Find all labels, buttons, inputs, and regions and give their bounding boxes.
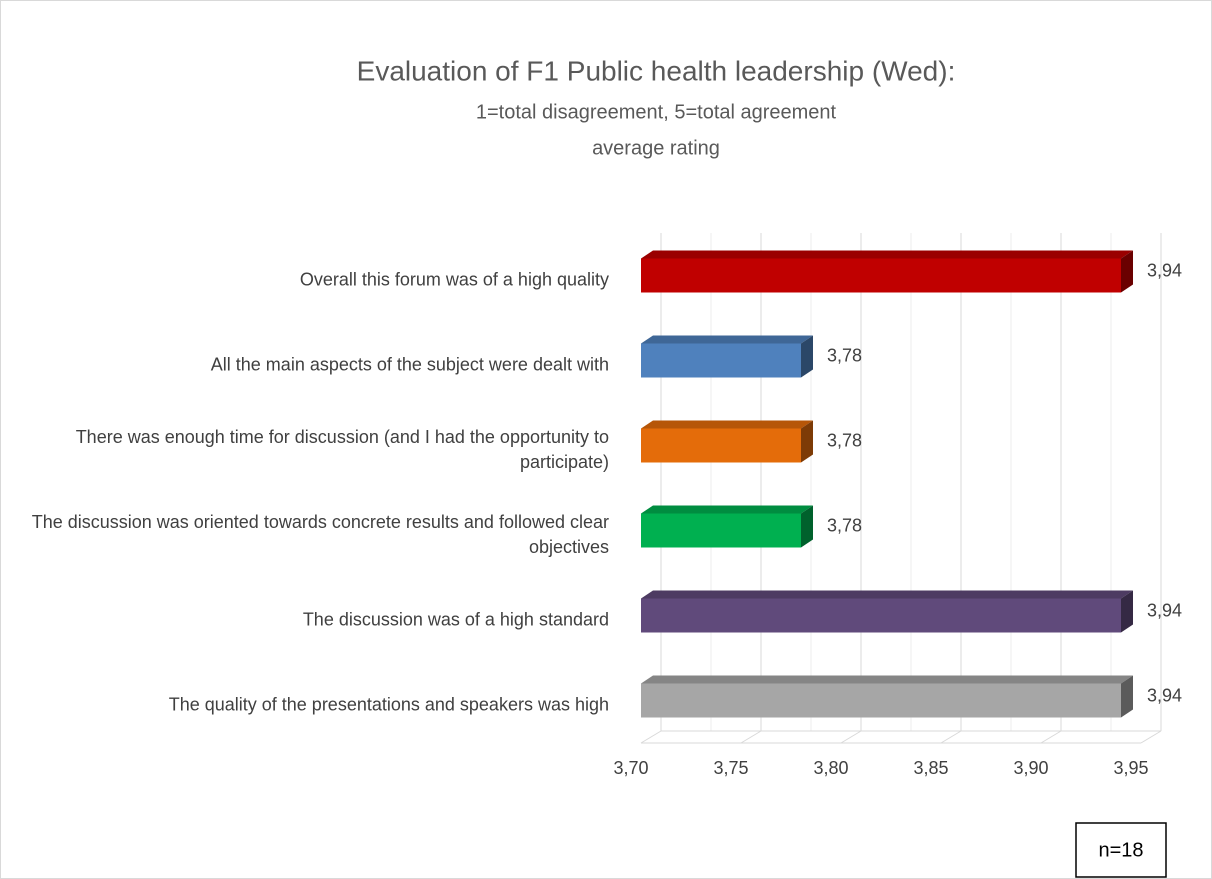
bar-side [801, 505, 813, 548]
x-tick-label: 3,80 [813, 758, 848, 778]
x-tick-label: 3,95 [1113, 758, 1148, 778]
chart-subtitle: average rating [592, 137, 720, 159]
x-tick-label: 3,75 [713, 758, 748, 778]
chart-title: Evaluation of F1 Public health leadershi… [357, 55, 956, 86]
bar-side [801, 420, 813, 463]
bar-side [801, 335, 813, 378]
bar [641, 675, 1133, 718]
value-label: 3,78 [827, 430, 862, 450]
value-label: 3,94 [1147, 260, 1182, 280]
bar-front [641, 428, 801, 463]
bar [641, 590, 1133, 633]
floor-line [640, 730, 662, 744]
floor-line [1040, 730, 1062, 744]
bar-front [641, 598, 1121, 633]
value-label: 3,94 [1147, 600, 1182, 620]
value-label: 3,78 [827, 515, 862, 535]
value-label: 3,94 [1147, 685, 1182, 705]
x-tick-label: 3,85 [913, 758, 948, 778]
floor-line [740, 730, 762, 744]
x-tick-label: 3,90 [1013, 758, 1048, 778]
x-tick-label: 3,70 [613, 758, 648, 778]
chart-subtitle: 1=total disagreement, 5=total agreement [476, 101, 837, 123]
floor-line [1140, 730, 1162, 744]
floor-line [840, 730, 862, 744]
bar-top [641, 420, 813, 429]
bar-side [1121, 250, 1133, 293]
bar-side [1121, 675, 1133, 718]
value-label: 3,78 [827, 345, 862, 365]
category-label: The discussion was of a high standard [302, 609, 609, 629]
bar [641, 335, 813, 378]
bar-top [641, 590, 1133, 599]
bar-top [641, 250, 1133, 259]
floor-line [940, 730, 962, 744]
bar [641, 505, 813, 548]
bar-front [641, 258, 1121, 293]
bar-top [641, 505, 813, 514]
bar [641, 250, 1133, 293]
bar-side [1121, 590, 1133, 633]
bar-top [641, 335, 813, 344]
annotation: n=18 [1098, 839, 1143, 861]
bar-front [641, 683, 1121, 718]
bar [641, 420, 813, 463]
annotation-box [1075, 822, 1167, 878]
category-label: Overall this forum was of a high quality [299, 269, 609, 289]
category-label: There was enough time for discussion (an… [75, 426, 609, 472]
category-label: All the main aspects of the subject were… [210, 354, 609, 374]
bar-top [641, 675, 1133, 684]
category-label: The discussion was oriented towards conc… [31, 511, 609, 557]
category-label: The quality of the presentations and spe… [168, 694, 609, 714]
bar-front [641, 513, 801, 548]
bar-front [641, 343, 801, 378]
